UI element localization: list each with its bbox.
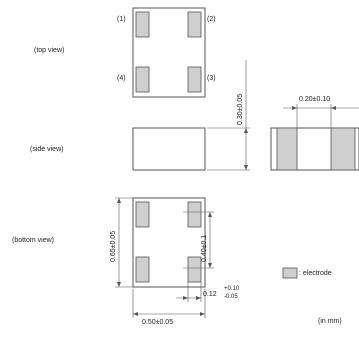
top-view-electrode-1: [135, 11, 150, 38]
top-view-electrode-3: [187, 66, 202, 93]
bottom-view-electrode-br: [187, 256, 202, 283]
top-view-label: (top view): [34, 47, 65, 54]
pad-width-minus: -0.05: [224, 294, 238, 300]
units-label: (in mm): [318, 318, 342, 325]
side-height-dimension: 0.30±0.05: [237, 94, 244, 125]
width-dimension: 0.50±0.05: [142, 319, 174, 326]
pitch-dimension: 0.40±0.1: [201, 235, 208, 262]
bottom-view-electrode-tr: [187, 201, 202, 228]
pad-width-base: 0.12: [203, 291, 217, 298]
end-view-electrode-right: [330, 127, 356, 171]
side-view-body: [132, 127, 206, 171]
length-dimension: 0.65±0.05: [110, 231, 117, 262]
electrode-legend-swatch: [282, 267, 298, 279]
bottom-view-electrode-bl: [135, 256, 150, 283]
end-width-dimension: 0.20±0.10: [299, 96, 331, 103]
end-view-electrode-left: [276, 127, 298, 171]
pin-4-label: (4): [117, 75, 126, 82]
electrode-legend-label: : electrode: [299, 270, 332, 277]
side-view-label: (side view): [30, 146, 64, 153]
pin-1-label: (1): [117, 16, 126, 23]
pin-2-label: (2): [207, 16, 216, 23]
pin-3-label: (3): [207, 75, 216, 82]
top-view-electrode-2: [187, 11, 202, 38]
top-view-electrode-4: [135, 66, 150, 93]
bottom-view-electrode-tl: [135, 201, 150, 228]
bottom-view-label: (bottom view): [12, 237, 55, 244]
pad-width-plus: +0.10: [224, 286, 240, 292]
